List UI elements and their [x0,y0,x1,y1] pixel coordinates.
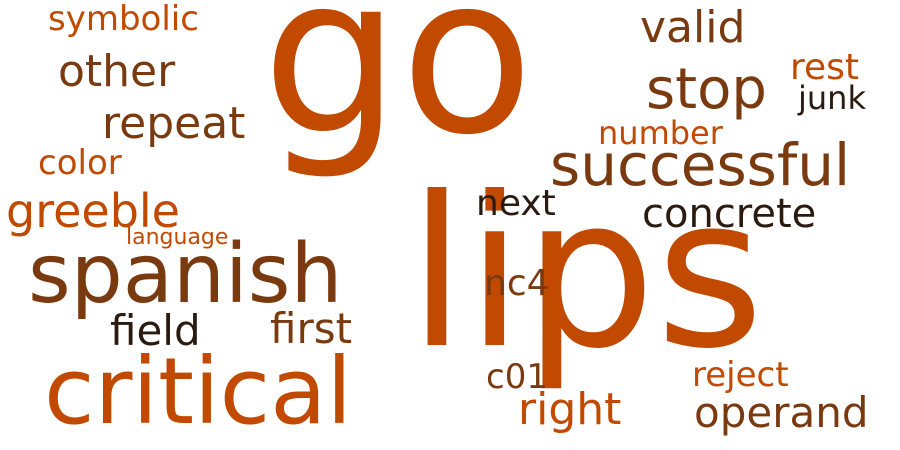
word-lips: lips [408,153,764,395]
word-language: language [126,225,229,250]
word-rest: rest [790,47,860,88]
word-number: number [598,114,723,152]
word-spanish: spanish [28,227,343,322]
word-reject: reject [692,355,789,395]
word-greeble: greeble [6,184,180,238]
word-color: color [38,143,122,183]
word-right: right [518,384,622,435]
word-c01: c01 [486,357,548,397]
word-field: field [110,306,201,355]
word-concrete: concrete [642,191,817,237]
word-operand: operand [694,388,869,437]
word-critical: critical [44,338,353,445]
word-stop: stop [646,57,767,122]
word-valid: valid [640,2,746,53]
word-first: first [270,304,353,353]
word-symbolic: symbolic [48,0,199,39]
word-next: next [476,183,556,224]
word-repeat: repeat [102,98,246,149]
word-nc4: nc4 [484,263,550,304]
word-other: other [58,46,176,97]
word-junk: junk [798,79,866,117]
word-go: go [262,0,534,183]
word-successful: successful [550,131,851,199]
